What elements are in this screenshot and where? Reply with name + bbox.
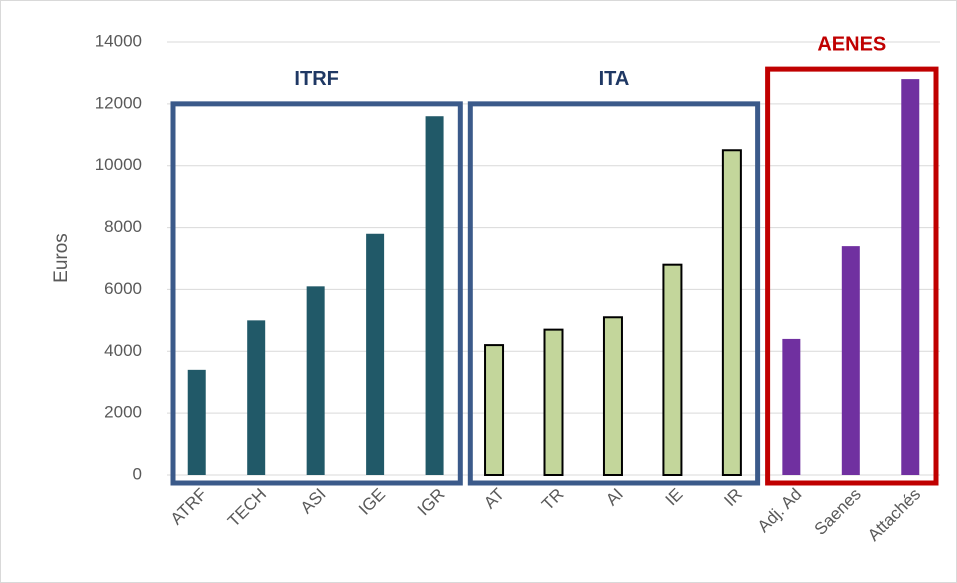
group-label: AENES [817, 33, 886, 55]
group-box [467, 101, 761, 486]
bar [425, 116, 444, 475]
bar [484, 344, 505, 476]
y-tick-label: 4000 [104, 341, 142, 360]
bar [187, 369, 206, 475]
group-box [170, 101, 463, 486]
y-tick-label: 14000 [95, 31, 142, 50]
bar [662, 263, 683, 476]
bar [366, 233, 385, 475]
bar [782, 338, 801, 475]
y-tick-label: 8000 [104, 217, 142, 236]
bar [602, 316, 623, 476]
y-tick-label: 12000 [95, 93, 142, 112]
y-tick-label: 2000 [104, 403, 142, 422]
y-tick-label: 6000 [104, 279, 142, 298]
y-axis-label: Euros [51, 233, 72, 283]
group-box [765, 66, 939, 486]
group-label: ITA [599, 68, 630, 90]
bar [247, 320, 266, 475]
bar [721, 149, 742, 476]
group-label: ITRF [294, 68, 338, 90]
bar [543, 328, 564, 476]
bar [306, 286, 325, 475]
bar [841, 246, 860, 475]
y-tick-label: 10000 [95, 155, 142, 174]
bar [901, 79, 920, 475]
y-tick-label: 0 [133, 464, 142, 483]
